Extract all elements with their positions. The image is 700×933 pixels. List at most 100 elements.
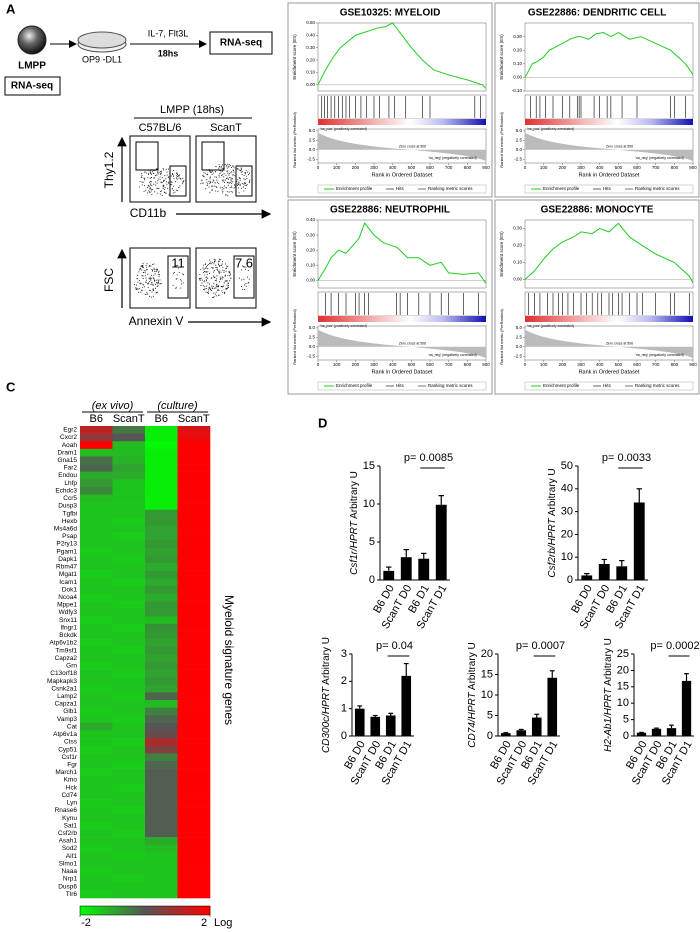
event-dot <box>210 263 212 265</box>
event-dot <box>246 184 248 186</box>
heat-cell <box>145 753 178 762</box>
row-label: Asah1 <box>59 838 78 845</box>
event-dot <box>219 276 221 278</box>
event-dot <box>204 280 206 282</box>
event-dot <box>219 265 221 267</box>
event-dot <box>239 178 241 180</box>
event-dot <box>141 289 143 292</box>
event-dot <box>161 177 163 179</box>
event-dot <box>182 183 184 185</box>
event-dot <box>202 182 204 184</box>
heat-cell <box>80 456 113 465</box>
event-dot <box>150 183 152 185</box>
event-dot <box>215 280 217 282</box>
es-line <box>524 31 694 78</box>
heat-cell <box>112 524 146 533</box>
heat-cell <box>112 776 146 785</box>
event-dot <box>149 180 151 183</box>
heat-cell <box>80 646 113 655</box>
heat-cell <box>112 890 146 899</box>
event-dot <box>153 268 155 270</box>
colorbar-step <box>80 906 84 915</box>
event-dot <box>228 174 230 176</box>
heat-cell <box>80 486 113 495</box>
x-tick-label: 0 <box>524 165 527 170</box>
event-dot <box>139 282 141 284</box>
event-dot <box>156 269 158 271</box>
row-label: Tm9sf1 <box>55 647 77 654</box>
heat-cell <box>177 791 211 800</box>
event-dot <box>205 279 207 281</box>
event-dot <box>226 165 228 167</box>
event-dot <box>220 258 222 260</box>
event-dot <box>212 287 214 290</box>
event-dot <box>209 181 211 184</box>
event-dot <box>154 191 156 193</box>
event-dot <box>232 174 234 176</box>
event-dot <box>222 285 224 287</box>
heat-cell <box>80 707 113 716</box>
event-dot <box>218 285 220 287</box>
event-dot <box>241 182 243 184</box>
bar <box>401 675 412 736</box>
heat-cell <box>80 738 113 747</box>
event-dot <box>239 169 241 171</box>
event-dot <box>207 277 209 279</box>
event-dot <box>225 287 227 289</box>
heat-cell <box>112 517 146 526</box>
event-dot <box>155 184 157 186</box>
event-dot <box>205 188 207 190</box>
heat-cell <box>145 776 178 785</box>
bar <box>435 504 447 580</box>
event-dot <box>241 173 243 176</box>
legend-label: Ranking metric scores <box>428 383 473 388</box>
event-dot <box>182 181 184 183</box>
heat-cell <box>80 464 113 472</box>
row-label: Mppe1 <box>57 602 77 609</box>
heat-cell <box>80 684 113 693</box>
heat-cell <box>80 700 113 708</box>
heat-cell <box>177 547 211 556</box>
event-dot <box>211 189 213 191</box>
event-dot <box>214 276 216 278</box>
event-dot <box>233 171 235 173</box>
x-tick-label: 500 <box>615 362 623 367</box>
neg-label: 'na_neg' (negatively correlated) <box>635 353 684 357</box>
heat-cell <box>177 783 211 792</box>
event-dot <box>137 274 139 276</box>
panel-label: A <box>6 1 16 16</box>
event-dot <box>211 285 213 287</box>
heat-cell <box>80 532 113 541</box>
y-axis-gene: CD300c/HPRT <box>321 686 332 753</box>
colorbar-step <box>132 906 136 915</box>
row-label: C13orf18 <box>50 670 77 677</box>
event-dot <box>160 170 162 172</box>
event-dot <box>146 292 148 294</box>
event-dot <box>209 176 211 178</box>
heat-cell <box>112 623 146 632</box>
event-dot <box>175 265 177 267</box>
event-dot <box>157 285 159 287</box>
event-dot <box>178 187 180 189</box>
x-tick-label: 0 <box>317 362 320 367</box>
heat-cell <box>177 593 211 602</box>
heat-cell <box>177 890 211 899</box>
x-tick-label: 900 <box>689 362 697 367</box>
row-label: Cat <box>67 723 77 730</box>
event-dot <box>213 180 215 182</box>
event-dot <box>216 283 218 285</box>
colorbar-step <box>174 906 178 915</box>
x-axis-label: Rank in Ordered Dataset <box>372 172 433 178</box>
event-dot <box>242 183 244 185</box>
heat-cell <box>80 555 113 564</box>
event-dot <box>245 184 247 187</box>
event-dot <box>215 267 217 269</box>
event-dot <box>145 270 147 272</box>
row-label: Gna15 <box>57 457 77 464</box>
bar <box>418 558 430 580</box>
heat-cell <box>145 760 178 769</box>
event-dot <box>221 263 223 265</box>
heat-cell <box>177 639 211 648</box>
event-dot <box>208 263 211 265</box>
row-label: Ctss <box>64 739 78 746</box>
